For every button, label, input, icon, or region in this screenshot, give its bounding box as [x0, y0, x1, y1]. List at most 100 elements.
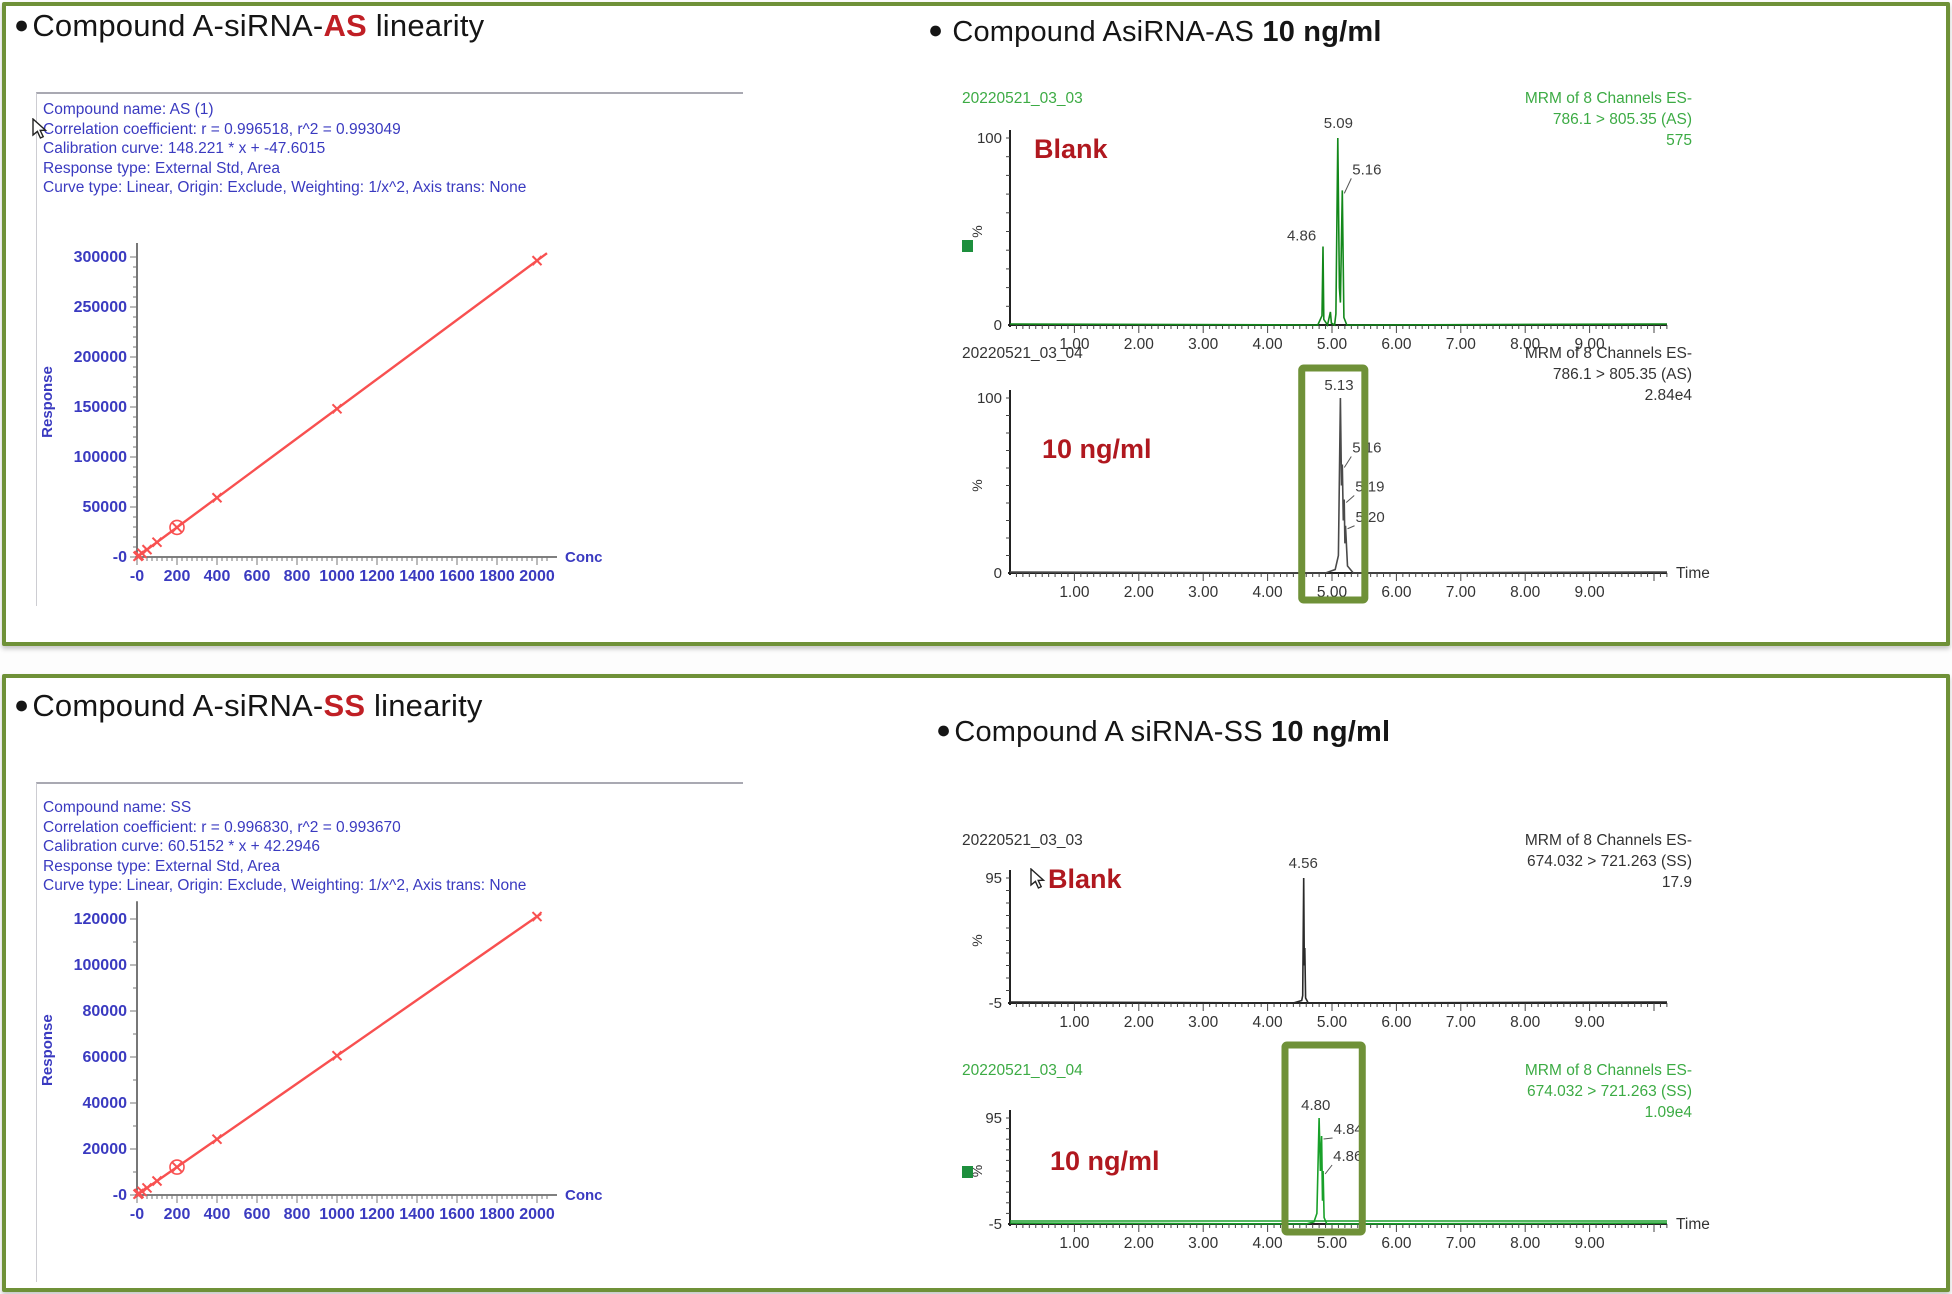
x-tick-label: 2000: [519, 568, 555, 585]
stats-line: Response type: External Std, Area: [43, 159, 280, 177]
time-tick-label: 8.00: [1510, 584, 1541, 601]
x-tick-label: 1800: [479, 1206, 515, 1223]
title-accent: AS: [323, 8, 367, 43]
mrm-info: MRM of 8 Channels ES- 674.032 > 721.263 (…: [1525, 832, 1692, 891]
mrm-info-line: MRM of 8 Channels ES-: [1525, 345, 1692, 362]
x-tick-label: 2000: [519, 1206, 555, 1223]
panel-ss: [2, 674, 1950, 1292]
stats-line: Curve type: Linear, Origin: Exclude, Wei…: [43, 179, 527, 196]
x-tick-label: 1800: [479, 568, 515, 585]
x-tick-label: -0: [130, 1206, 144, 1223]
mrm-info: MRM of 8 Channels ES- 674.032 > 721.263 (…: [1525, 1062, 1692, 1121]
y-axis-label: Response: [39, 366, 56, 438]
axes: 1.00 2.00 3.00 4.00 5.00 6.00 7.00 8.00 9.00 95 -5…: [969, 870, 1668, 1031]
x-tick-label: 1000: [319, 568, 355, 585]
mouse-cursor-icon: [32, 118, 48, 139]
chromatogram-ss-10ngml: 20220521_03_04 MRM of 8 Channels ES- 674.0…: [962, 1041, 1710, 1252]
sample-annotation: Blank: [1048, 864, 1123, 894]
panel-ss-right-title: ● Compound A siRNA-SS 10 ng/ml: [936, 716, 1390, 749]
time-tick-label: 2.00: [1124, 1235, 1155, 1252]
y-tick-label: 120000: [74, 911, 127, 928]
bullet-icon: ●: [936, 716, 952, 744]
bullet-icon: ●: [928, 16, 944, 44]
time-tick-label: 7.00: [1446, 336, 1477, 353]
peak-highlight-box: [1298, 364, 1369, 604]
x-tick-label: 1400: [399, 568, 435, 585]
axes: 1.00 2.00 3.00 4.00 5.00 6.00 7.00 8.00 9.00 100 0…: [969, 130, 1668, 353]
axes: -0 200 400 600 800 1000 1200 1400 1600 1800 2000 -0…: [39, 243, 603, 585]
peak-retention-time-label: 5.19: [1355, 479, 1384, 496]
y-tick-label: -0: [113, 549, 127, 566]
y-min-label: -5: [989, 995, 1002, 1012]
axes: -0 200 400 600 800 1000 1200 1400 1600 1800 2000 -0…: [39, 901, 603, 1223]
y-axis-label: Response: [39, 1014, 56, 1086]
mrm-info-line: 674.032 > 721.263 (SS): [1527, 1083, 1692, 1100]
time-tick-label: 6.00: [1381, 584, 1412, 601]
x-tick-label: 1600: [439, 568, 475, 585]
time-tick-label: 7.00: [1446, 1235, 1477, 1252]
stats-line: Calibration curve: 148.221 * x + -47.601…: [43, 140, 326, 157]
peak-retention-time-label: 4.80: [1301, 1097, 1330, 1114]
stats-line: Compound name: AS (1): [43, 101, 214, 118]
mrm-info-line: MRM of 8 Channels ES-: [1525, 832, 1692, 849]
title-text-post: linearity: [365, 688, 483, 723]
chromatogram-trace: [1009, 877, 1668, 1004]
y-tick-label: 40000: [83, 1095, 128, 1112]
time-axis-label: Time: [1676, 1216, 1710, 1233]
peak-retention-time-label: 4.84: [1334, 1121, 1363, 1138]
x-tick-label: 200: [164, 1206, 191, 1223]
channel-legend-square: [962, 1166, 973, 1178]
peak-retention-time-label: 4.86: [1333, 1148, 1362, 1165]
x-tick-label: 1200: [359, 568, 395, 585]
x-axis-label: Conc: [565, 549, 603, 566]
time-tick-label: 8.00: [1510, 1235, 1541, 1252]
x-tick-label: -0: [130, 568, 144, 585]
file-label: 20220521_03_03: [962, 90, 1083, 107]
time-tick-label: 1.00: [1059, 336, 1090, 353]
x-tick-label: 600: [244, 1206, 271, 1223]
channel-legend-square: [962, 240, 973, 252]
mrm-info-line: 575: [1666, 132, 1692, 149]
x-tick-label: 1400: [399, 1206, 435, 1223]
peak-highlight-box: [1281, 1041, 1366, 1236]
chromatogram-trace: [1009, 1117, 1668, 1225]
circled-point-marker: [169, 519, 185, 536]
x-tick-label: 1600: [439, 1206, 475, 1223]
mrm-info-line: 17.9: [1662, 874, 1692, 891]
time-tick-label: 3.00: [1188, 1014, 1219, 1031]
mrm-info-line: 1.09e4: [1645, 1104, 1693, 1121]
y-tick-label: -0: [113, 1187, 127, 1204]
time-tick-label: 7.00: [1446, 1014, 1477, 1031]
time-tick-label: 4.00: [1253, 1235, 1284, 1252]
panel-as-title: ●Compound A-siRNA-AS linearity: [14, 8, 484, 44]
y-tick-label: 100000: [74, 957, 127, 974]
mrm-info-line: MRM of 8 Channels ES-: [1525, 1062, 1692, 1079]
peak-retention-time-label: 5.16: [1352, 161, 1381, 178]
time-tick-label: 3.00: [1188, 1235, 1219, 1252]
mouse-cursor-icon: [1030, 868, 1046, 889]
y-min-label: -5: [989, 1216, 1002, 1233]
y-tick-label: 20000: [83, 1141, 128, 1158]
y-max-label: 95: [985, 870, 1002, 887]
x-tick-label: 800: [284, 568, 311, 585]
stats-line: Curve type: Linear, Origin: Exclude, Wei…: [43, 877, 527, 894]
sample-annotation: 10 ng/ml: [1050, 1146, 1160, 1176]
percent-axis-label: %: [969, 225, 985, 237]
y-tick-label: 80000: [83, 1003, 128, 1020]
time-tick-label: 8.00: [1510, 336, 1541, 353]
time-tick-label: 9.00: [1575, 584, 1606, 601]
title-text: Compound A-siRNA-: [32, 8, 324, 43]
peak-retention-time-label: 4.56: [1289, 855, 1318, 872]
stats-line: Compound name: SS: [43, 799, 192, 816]
data-points: [132, 255, 543, 562]
x-tick-label: 800: [284, 1206, 311, 1223]
chromatogram-ss-blank: 20220521_03_03 MRM of 8 Channels ES- 674.0…: [962, 832, 1692, 1031]
title-text-post: linearity: [366, 8, 485, 43]
time-tick-label: 1.00: [1059, 1014, 1090, 1031]
x-tick-label: 400: [204, 568, 231, 585]
percent-axis-label: %: [969, 934, 985, 946]
title-text: Compound A-siRNA-: [32, 688, 324, 723]
y-tick-label: 200000: [74, 349, 127, 366]
bullet-icon: ●: [14, 11, 30, 39]
